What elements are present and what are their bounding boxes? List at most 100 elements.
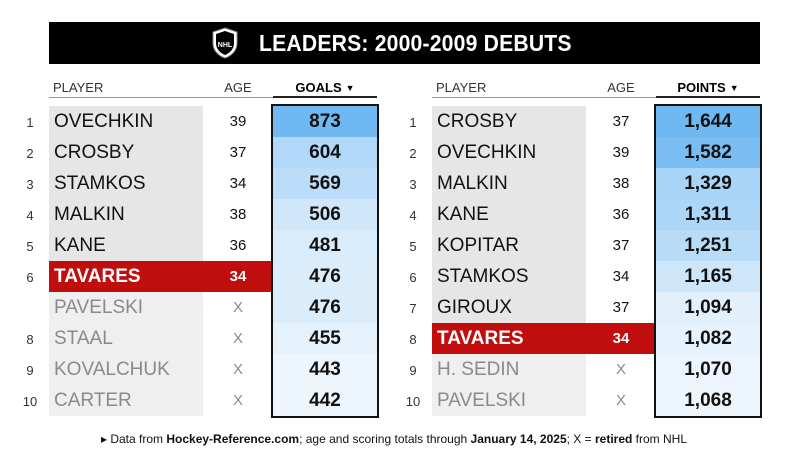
player-name: PAVELSKI — [49, 292, 203, 323]
player-name: OVECHKIN — [49, 106, 203, 137]
column-header-label: AGE — [224, 80, 252, 95]
stat-value-cell: 481 — [273, 230, 377, 261]
stat-value-cell: 1,251 — [656, 230, 760, 261]
player-age: 36 — [229, 237, 247, 254]
column-header-label: POINTS — [677, 80, 726, 95]
player-age: 34 — [229, 175, 247, 192]
rank-number: 6 — [26, 270, 34, 285]
column-header-age[interactable]: AGE — [586, 80, 656, 95]
player-name: CROSBY — [49, 137, 203, 168]
column-header-age[interactable]: AGE — [203, 80, 273, 95]
rank-number: 10 — [22, 394, 38, 409]
footnote-source: Hockey-Reference.com — [166, 432, 300, 446]
rank-number: 1 — [26, 115, 34, 130]
player-name: STAMKOS — [432, 261, 586, 292]
player-age: X — [615, 361, 626, 378]
player-age: 37 — [612, 299, 630, 316]
stat-value-cell: 455 — [273, 323, 377, 354]
player-name: H. SEDIN — [432, 354, 586, 385]
player-name: GIROUX — [432, 292, 586, 323]
player-age: 38 — [612, 175, 630, 192]
column-header-value[interactable]: GOALS ▼ — [273, 80, 377, 95]
stat-value-cell: 1,311 — [656, 199, 760, 230]
player-age: 36 — [612, 206, 630, 223]
player-name: KANE — [49, 230, 203, 261]
footnote-suffix: from NHL — [632, 432, 688, 446]
player-name: CARTER — [49, 385, 203, 416]
title-banner: NHL LEADERS: 2000-2009 DEBUTS — [49, 22, 760, 64]
stat-value-cell: 476 — [273, 261, 377, 292]
chart-title: LEADERS: 2000-2009 DEBUTS — [258, 29, 572, 56]
rank-number: 2 — [26, 146, 34, 161]
rank-number: 10 — [405, 394, 421, 409]
player-name: TAVARES — [49, 261, 203, 292]
player-age: 38 — [229, 206, 247, 223]
column-header-label: AGE — [607, 80, 635, 95]
rank-number: 2 — [409, 146, 417, 161]
player-age: 34 — [203, 261, 273, 292]
rank-number: 3 — [409, 177, 417, 192]
stat-column-border — [271, 104, 379, 418]
player-age: 37 — [612, 113, 630, 130]
stat-value-cell: 604 — [273, 137, 377, 168]
header-underline — [432, 97, 760, 98]
footnote-middle: ; age and scoring totals through — [299, 432, 471, 446]
player-age: X — [232, 361, 243, 378]
player-age: X — [615, 392, 626, 409]
rank-number: 9 — [409, 363, 417, 378]
header-underline — [49, 97, 377, 98]
rank-number: 9 — [26, 363, 34, 378]
rank-number: 3 — [26, 177, 34, 192]
player-name: OVECHKIN — [432, 137, 586, 168]
player-age: 37 — [612, 237, 630, 254]
player-age: X — [232, 392, 243, 409]
stat-value-cell: 443 — [273, 354, 377, 385]
nhl-shield-icon: NHL — [212, 27, 238, 59]
stat-column-border — [654, 104, 762, 418]
player-age: 34 — [586, 323, 656, 354]
stat-value-cell: 873 — [273, 106, 377, 137]
column-header-player[interactable]: PLAYER — [49, 80, 103, 95]
nhl-logo-text: NHL — [217, 42, 232, 49]
player-name: PAVELSKI — [432, 385, 586, 416]
stat-value-cell: 1,068 — [656, 385, 760, 416]
stat-value-cell: 1,644 — [656, 106, 760, 137]
column-header-label: GOALS — [295, 80, 342, 95]
footnote-prefix: Data from — [110, 432, 167, 446]
player-name: KOPITAR — [432, 230, 586, 261]
stat-value-cell: 476 — [273, 292, 377, 323]
column-header-value[interactable]: POINTS ▼ — [656, 80, 760, 95]
rank-number: 5 — [409, 239, 417, 254]
player-age: 39 — [612, 144, 630, 161]
player-name: STAMKOS — [49, 168, 203, 199]
rank-number: 4 — [409, 208, 417, 223]
rank-number: 6 — [409, 270, 417, 285]
sort-down-icon: ▼ — [345, 83, 355, 93]
stat-value-cell: 442 — [273, 385, 377, 416]
player-name: TAVARES — [432, 323, 586, 354]
rank-number: 7 — [409, 301, 417, 316]
player-age: 37 — [229, 144, 247, 161]
footnote: ▸ Data from Hockey-Reference.com; age an… — [0, 432, 788, 446]
rank-number: 5 — [26, 239, 34, 254]
rank-number: 4 — [26, 208, 34, 223]
column-header-label: PLAYER — [53, 80, 104, 95]
column-header-label: PLAYER — [436, 80, 487, 95]
footnote-retired: retired — [594, 432, 633, 446]
player-age: X — [232, 330, 243, 347]
player-name: STAAL — [49, 323, 203, 354]
player-age: 34 — [612, 268, 630, 285]
sort-column-underline — [656, 96, 760, 98]
footnote-middle2: ; X = — [566, 432, 595, 446]
sort-column-underline — [273, 96, 377, 98]
player-name: MALKIN — [432, 168, 586, 199]
stat-value-cell: 1,582 — [656, 137, 760, 168]
player-name: KANE — [432, 199, 586, 230]
stat-value-cell: 1,329 — [656, 168, 760, 199]
column-header-player[interactable]: PLAYER — [432, 80, 486, 95]
stat-value-cell: 569 — [273, 168, 377, 199]
stat-value-cell: 1,070 — [656, 354, 760, 385]
rank-number: 8 — [409, 332, 417, 347]
stat-value-cell: 1,082 — [656, 323, 760, 354]
footnote-arrow-icon: ▸ — [100, 432, 107, 446]
